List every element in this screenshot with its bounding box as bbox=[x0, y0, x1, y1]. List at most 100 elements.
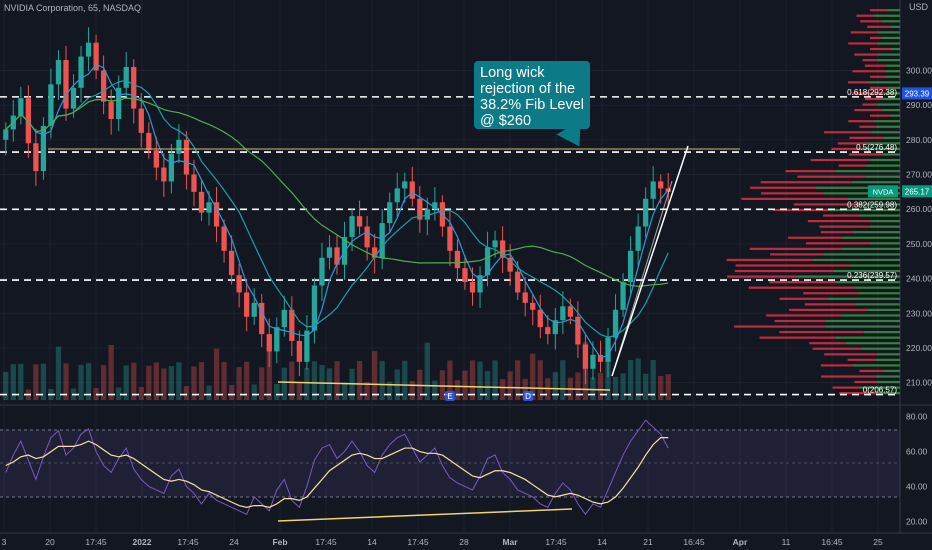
volume-bar bbox=[18, 363, 24, 400]
candle-body bbox=[319, 257, 325, 286]
volume-bar bbox=[146, 365, 152, 400]
vp-bar-down bbox=[820, 364, 853, 367]
time-tick-label: Mar bbox=[502, 537, 518, 547]
vp-bar-down bbox=[864, 97, 883, 101]
vp-bar-down bbox=[735, 264, 850, 267]
vp-bar-down bbox=[849, 136, 884, 139]
vp-bar-down bbox=[847, 358, 876, 361]
vp-bar-up bbox=[877, 42, 900, 45]
vp-bar-down bbox=[779, 297, 828, 300]
candle-body bbox=[191, 174, 197, 192]
candle-body bbox=[364, 226, 370, 248]
vp-bar-up bbox=[860, 386, 900, 389]
vp-bar-down bbox=[793, 203, 862, 206]
candle-body bbox=[658, 181, 664, 189]
price-tick-label: 250.00 bbox=[906, 239, 932, 249]
vp-bar-down bbox=[832, 386, 861, 389]
volume-bar bbox=[552, 372, 558, 400]
vp-bar-down bbox=[848, 120, 874, 123]
annotation-callout[interactable]: Long wick rejection of the 38.2% Fib Lev… bbox=[474, 61, 590, 129]
moving-averages bbox=[5, 63, 669, 359]
volume-bar bbox=[612, 376, 619, 400]
time-tick-label: 24 bbox=[229, 537, 239, 547]
volume-bar bbox=[85, 363, 92, 400]
vp-bar-down bbox=[804, 303, 856, 306]
candle-body bbox=[33, 143, 39, 172]
candle-body bbox=[424, 209, 430, 220]
vp-bar-up bbox=[877, 59, 900, 62]
vp-bar-down bbox=[770, 253, 824, 256]
time-tick-label: 17:45 bbox=[85, 537, 107, 547]
candle-body bbox=[311, 285, 318, 331]
time-tick-label: 16:45 bbox=[683, 537, 705, 547]
candle-body bbox=[402, 181, 408, 189]
currency-label[interactable]: USD bbox=[908, 2, 928, 12]
vp-bar-up bbox=[887, 86, 900, 89]
candle-body bbox=[70, 87, 77, 109]
vp-bar-up bbox=[823, 192, 900, 195]
vp-bar-up bbox=[841, 247, 900, 250]
volume-bar bbox=[281, 367, 287, 400]
vp-bar-up bbox=[877, 353, 900, 356]
ticker-badge bbox=[868, 185, 898, 198]
volume-bar bbox=[530, 353, 536, 400]
vp-bar-down bbox=[819, 225, 870, 228]
time-tick-label: 3 bbox=[2, 537, 7, 547]
candle-body bbox=[100, 70, 107, 102]
vp-bar-down bbox=[854, 53, 879, 56]
volume-bar bbox=[590, 377, 596, 400]
vp-bar-down bbox=[854, 380, 878, 384]
event-marker-label: D bbox=[525, 392, 531, 401]
rising-trendline-inner[interactable] bbox=[611, 180, 673, 377]
candle-body bbox=[635, 226, 641, 251]
vp-bar-up bbox=[866, 164, 900, 167]
vp-bar-up bbox=[835, 336, 900, 339]
candle-body bbox=[108, 101, 114, 120]
candle-body bbox=[537, 309, 543, 328]
support-trendline[interactable] bbox=[277, 381, 611, 391]
vp-bar-up bbox=[863, 331, 900, 334]
time-tick-label: 25 bbox=[873, 537, 883, 547]
volume-bar bbox=[183, 385, 190, 400]
candle-body bbox=[582, 344, 589, 369]
vp-bar-down bbox=[761, 192, 824, 195]
price-tick-label: 280.00 bbox=[906, 135, 932, 145]
candle-body bbox=[251, 302, 257, 317]
candle-body bbox=[296, 341, 302, 362]
rsi-band bbox=[0, 430, 900, 497]
vp-bar-up bbox=[824, 319, 900, 323]
volume-bar bbox=[469, 360, 476, 400]
volume-bar bbox=[643, 373, 649, 400]
volume-bar bbox=[40, 363, 47, 400]
candle-body bbox=[228, 250, 235, 276]
rsi-divergence-line[interactable] bbox=[277, 508, 573, 522]
candle-body bbox=[387, 202, 393, 224]
vp-bar-up bbox=[855, 303, 900, 306]
vp-bar-down bbox=[734, 269, 833, 273]
vp-bar-up bbox=[866, 142, 900, 145]
candle-body bbox=[605, 337, 611, 362]
vp-bar-up bbox=[845, 342, 900, 345]
rsi-tick-label: 40.00 bbox=[906, 481, 928, 491]
time-tick-label: Apr bbox=[733, 537, 748, 547]
vp-bar-up bbox=[873, 14, 900, 17]
candle-body bbox=[161, 167, 167, 182]
volume-bar bbox=[198, 362, 205, 400]
volume-bar bbox=[161, 368, 167, 400]
vp-bar-up bbox=[862, 347, 900, 350]
vp-bar-up bbox=[875, 392, 900, 395]
candle-body bbox=[469, 282, 476, 293]
candle-body bbox=[281, 309, 287, 328]
rising-trendline[interactable] bbox=[611, 145, 689, 377]
vp-bar-up bbox=[877, 31, 900, 34]
vp-bar-up bbox=[841, 314, 900, 317]
fib-label: 0.5(276.48) bbox=[856, 143, 897, 152]
vp-bar-up bbox=[851, 181, 900, 184]
volume-bar bbox=[176, 362, 182, 400]
candle-body bbox=[650, 181, 656, 199]
rsi-ma-line bbox=[5, 437, 669, 508]
candle-body bbox=[417, 198, 423, 220]
vp-bar-up bbox=[885, 70, 900, 73]
volume-bar bbox=[153, 362, 159, 400]
